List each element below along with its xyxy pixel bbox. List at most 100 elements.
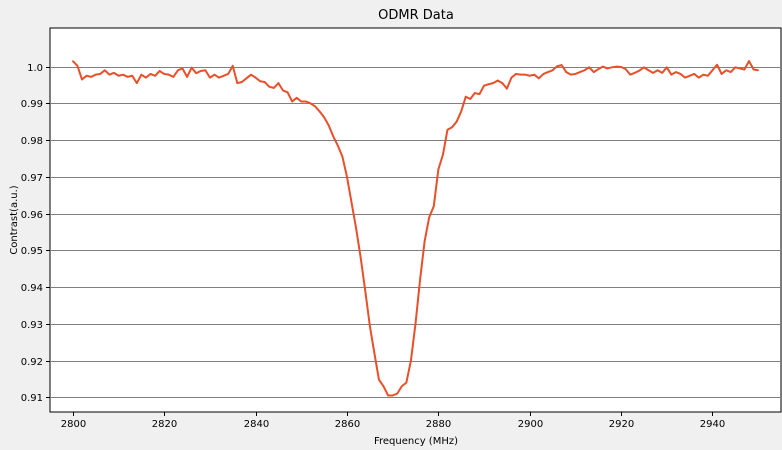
data-point xyxy=(483,84,485,87)
data-point xyxy=(528,74,531,77)
data-point xyxy=(515,73,517,75)
data-point xyxy=(547,71,549,73)
plot-area xyxy=(49,27,782,413)
data-point xyxy=(496,79,499,82)
data-point xyxy=(592,71,595,73)
y-tick-label: 0.93 xyxy=(21,320,43,331)
data-point xyxy=(524,73,526,76)
x-tick-label: 2840 xyxy=(244,419,269,430)
data-point xyxy=(323,116,325,119)
data-point xyxy=(716,63,718,66)
y-tick-label: 1.0 xyxy=(27,63,43,74)
data-point xyxy=(634,72,636,74)
series xyxy=(72,60,759,397)
data-point xyxy=(295,97,298,99)
data-point xyxy=(369,324,371,327)
data-point xyxy=(177,69,179,72)
data-point xyxy=(588,66,590,69)
data-point xyxy=(460,110,462,113)
data-point xyxy=(410,359,412,362)
data-point xyxy=(675,71,677,73)
data-point xyxy=(602,65,604,68)
data-point xyxy=(565,71,568,73)
data-point xyxy=(140,73,143,76)
data-point xyxy=(373,352,376,355)
data-point xyxy=(213,73,216,76)
series-points-0 xyxy=(72,60,759,397)
data-point xyxy=(538,77,540,80)
data-point xyxy=(126,76,129,78)
data-point xyxy=(199,70,202,72)
data-point xyxy=(405,381,408,384)
data-point xyxy=(341,155,344,158)
data-point xyxy=(90,76,92,78)
data-point xyxy=(478,93,481,95)
data-point xyxy=(254,76,257,79)
data-point xyxy=(282,89,284,92)
data-point xyxy=(474,92,476,94)
data-point xyxy=(99,73,102,75)
data-point xyxy=(387,394,389,397)
data-point xyxy=(579,71,581,73)
data-point xyxy=(688,74,691,77)
data-point xyxy=(570,73,572,76)
data-point xyxy=(190,66,193,69)
data-point xyxy=(583,69,586,72)
data-point xyxy=(76,65,79,67)
x-tick-label: 2820 xyxy=(152,419,177,430)
data-point xyxy=(209,76,211,79)
data-point xyxy=(414,323,417,325)
data-point xyxy=(131,74,134,77)
data-point xyxy=(291,100,293,103)
data-point xyxy=(711,69,714,72)
data-point xyxy=(163,73,166,75)
data-point xyxy=(679,73,682,75)
data-point xyxy=(419,278,421,281)
data-point xyxy=(305,100,307,103)
data-point xyxy=(533,73,536,76)
data-point xyxy=(697,76,700,79)
x-tick-label: 2860 xyxy=(335,419,360,430)
data-point xyxy=(556,65,558,68)
data-point xyxy=(432,205,435,208)
data-point xyxy=(167,73,170,76)
data-point xyxy=(222,74,225,77)
data-point xyxy=(665,66,668,69)
data-point xyxy=(684,76,686,79)
data-point xyxy=(268,85,271,88)
data-point xyxy=(355,227,357,230)
data-point xyxy=(510,76,513,79)
y-tick-label: 0.96 xyxy=(21,210,43,221)
data-point xyxy=(748,60,750,62)
data-point xyxy=(337,144,339,147)
data-point xyxy=(186,76,188,78)
y-axis-label: Contrast(a.u.) xyxy=(9,185,20,254)
chart-title: ODMR Data xyxy=(378,8,454,23)
data-point xyxy=(346,176,348,178)
y-tick-label: 0.99 xyxy=(21,99,43,110)
data-point xyxy=(350,201,353,204)
data-point xyxy=(492,82,494,84)
ticks: 0.91 0.92 0.93 0.94 0.95 0.96 0.97 0.98 0.99 1.0 2… xyxy=(21,63,725,430)
data-point xyxy=(259,80,261,83)
data-point xyxy=(519,73,522,76)
data-point xyxy=(391,394,394,397)
data-point xyxy=(729,71,732,73)
x-tick-label: 2940 xyxy=(700,419,725,430)
data-point xyxy=(245,77,248,80)
data-point xyxy=(620,66,622,68)
y-tick-label: 0.98 xyxy=(21,136,43,147)
data-point xyxy=(734,66,737,69)
data-point xyxy=(652,72,654,74)
data-point xyxy=(72,60,74,62)
data-point xyxy=(204,69,207,72)
x-axis-label: Frequency (MHz) xyxy=(374,436,458,447)
data-point xyxy=(638,69,641,72)
data-point xyxy=(400,385,403,388)
data-point xyxy=(327,124,330,127)
data-point xyxy=(739,67,741,70)
data-point xyxy=(236,82,239,84)
data-point xyxy=(300,100,303,103)
data-point xyxy=(81,78,83,81)
